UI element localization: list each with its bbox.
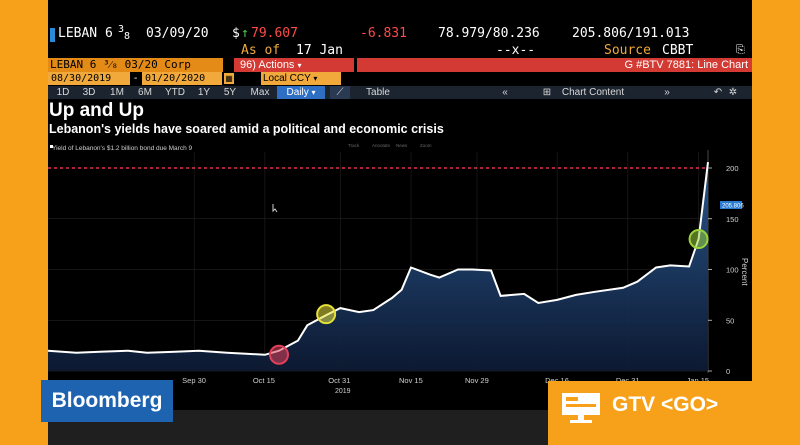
expand-right-icon[interactable]: »	[664, 87, 670, 98]
gtv-banner: GTV <GO>	[548, 381, 800, 445]
legend-swatch	[50, 145, 53, 148]
start-date-input[interactable]: 08/30/2019	[48, 72, 130, 85]
frequency-select[interactable]: Daily ▾	[277, 86, 325, 99]
as-of-label: As of	[241, 43, 281, 58]
price-value: 79.607	[251, 26, 298, 41]
chevron-down-icon: ▾	[297, 61, 302, 70]
chart-headline: Up and Up	[49, 100, 144, 121]
period-1m-button[interactable]: 1M	[110, 87, 124, 98]
security-field[interactable]: LEBAN 6 ³⁄₈ 03/20 Corp	[48, 58, 223, 72]
y-tick-label: 150	[726, 215, 739, 224]
studio-backdrop-right	[752, 0, 800, 445]
x-axis-year: 2019	[335, 388, 351, 395]
x-tick-label: Jan 15	[687, 376, 710, 385]
ticker-name: LEBAN 6	[58, 26, 113, 41]
x-tick-label: Sep 30	[182, 376, 206, 385]
date-separator: -	[134, 73, 138, 84]
actions-prefix: 96)	[240, 59, 256, 71]
highlight-marker	[269, 344, 289, 365]
highlight-marker	[688, 229, 709, 250]
source-value: CBBT	[662, 43, 694, 58]
bid-ask-yield: 205.806/191.013	[572, 26, 690, 41]
coupon-fraction: 8	[124, 31, 131, 42]
currency-select[interactable]: Local CCY ▾	[261, 72, 341, 85]
y-tick-label: 200	[726, 164, 739, 173]
terminal-monitor-icon	[562, 393, 600, 423]
settings-gear-icon[interactable]: ✲	[728, 87, 738, 98]
bid-ask-price: 78.979/80.236	[438, 26, 540, 41]
chart-title-bar: G #BTV 7881: Line Chart	[357, 58, 752, 72]
export-icon[interactable]: ⎘	[736, 43, 745, 56]
period-ytd-button[interactable]: YTD	[165, 87, 185, 98]
period-max-button[interactable]: Max	[250, 87, 270, 98]
y-tick-label: 100	[726, 266, 739, 275]
chevron-down-icon: ▾	[311, 88, 316, 97]
y-tick-label: 50	[726, 316, 734, 325]
maturity-date: 03/09/20	[146, 26, 209, 41]
terminal-window: LEBAN 6 3 8 03/09/20 $ ↑ 79.607 -6.831 7…	[48, 0, 752, 410]
collapse-left-icon[interactable]: «	[502, 87, 508, 98]
actions-label: Actions	[258, 59, 295, 71]
x-tick-label: Nov 29	[465, 376, 489, 385]
currency-value: Local CCY	[263, 73, 311, 84]
as-of-date: 17 Jan	[296, 43, 343, 58]
line-chart-icon[interactable]: ⟋	[330, 86, 350, 99]
price-change: -6.831	[360, 26, 407, 41]
terminal-cursor	[50, 28, 55, 42]
x-tick-label: Dec 31	[616, 376, 640, 385]
undo-icon[interactable]: ↶	[713, 87, 723, 98]
period-1d-button[interactable]: 1D	[56, 87, 70, 98]
up-arrow-icon: ↑	[241, 26, 249, 41]
quote-meta-bar: As of 17 Jan --x-- Source CBBT ⎘	[48, 43, 752, 58]
legend-control-annotate[interactable]: Annotate	[372, 143, 391, 148]
chevron-down-icon: ▾	[313, 74, 318, 83]
quote-bar: LEBAN 6 3 8 03/09/20 $ ↑ 79.607 -6.831 7…	[48, 24, 752, 44]
studio-backdrop-left	[0, 0, 48, 445]
end-date-input[interactable]: 01/20/2020	[142, 72, 222, 85]
last-value-badge	[720, 201, 742, 209]
calendar-icon[interactable]: ▦	[224, 73, 234, 84]
x-tick-label: Nov 15	[399, 376, 423, 385]
source-label: Source	[604, 43, 651, 58]
currency-symbol: $	[232, 26, 240, 41]
highlight-marker	[316, 304, 337, 325]
y-axis-label: Percent	[740, 258, 749, 286]
line-chart[interactable]: 0 50 100 150 200 Sep 30 Oct 15 Oct 31 Nov 15 Nov…	[48, 138, 752, 410]
yield-line	[48, 161, 709, 356]
actions-menu[interactable]: 96) Actions ▾	[234, 58, 354, 72]
yield-area	[48, 162, 708, 371]
period-1y-button[interactable]: 1Y	[197, 87, 211, 98]
gtv-command: GTV <GO>	[612, 393, 719, 416]
period-5y-button[interactable]: 5Y	[223, 87, 237, 98]
bloomberg-logo: Bloomberg	[41, 380, 173, 422]
y-tick-label: 0	[726, 367, 730, 376]
legend-control-news[interactable]: News	[396, 143, 408, 148]
mouse-pointer-icon	[272, 204, 278, 213]
date-range-toolbar: 08/30/2019 - 01/20/2020 ▦ Local CCY ▾	[48, 72, 752, 85]
last-value-label: 205.806	[722, 204, 744, 210]
bid-ask-placeholder: --x--	[496, 43, 536, 58]
chart-area[interactable]: 0 50 100 150 200 Sep 30 Oct 15 Oct 31 Nov 15 Nov…	[48, 138, 752, 410]
chart-subheadline: Lebanon's yields have soared amid a poli…	[49, 122, 444, 136]
security-toolbar: LEBAN 6 ³⁄₈ 03/20 Corp 96) Actions ▾ G #…	[48, 58, 752, 72]
period-6m-button[interactable]: 6M	[138, 87, 152, 98]
chart-content-button[interactable]: Chart Content	[561, 87, 625, 98]
period-toolbar: 1D 3D 1M 6M YTD 1Y 5Y Max Daily ▾ ⟋ Tabl…	[48, 86, 752, 99]
table-button[interactable]: Table	[366, 87, 390, 98]
legend-control-zoom[interactable]: Zoom	[420, 143, 432, 148]
x-tick-label: Oct 15	[253, 376, 275, 385]
period-3d-button[interactable]: 3D	[82, 87, 96, 98]
frequency-value: Daily	[286, 87, 309, 98]
chart-content-icon[interactable]: ⊞	[542, 87, 552, 98]
legend-control-track[interactable]: Track	[348, 143, 360, 148]
chart-legend: Yield of Lebanon's $1.2 billion bond due…	[52, 145, 193, 152]
x-tick-label: Dec 16	[545, 376, 569, 385]
coupon-whole: 3	[118, 24, 125, 35]
x-tick-label: Oct 31	[328, 376, 350, 385]
